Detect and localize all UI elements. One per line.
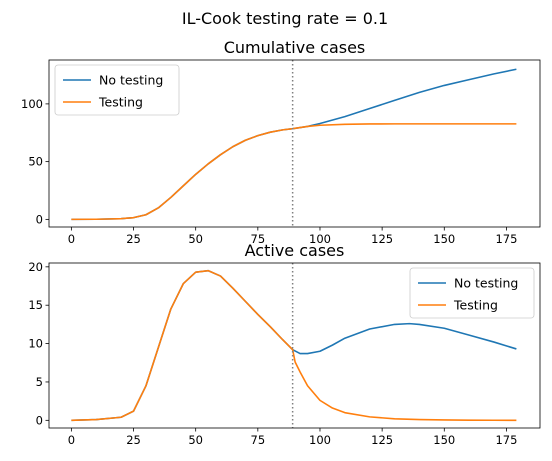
x-tick-label: 25: [126, 433, 141, 447]
subplot-title: Cumulative cases: [224, 38, 366, 57]
x-tick-label: 25: [126, 232, 141, 246]
y-tick-label: 20: [28, 260, 43, 274]
subplot-title: Active cases: [245, 241, 345, 260]
legend-label-testing: Testing: [98, 95, 143, 110]
y-tick-label: 0: [36, 413, 43, 427]
figure-title: IL-Cook testing rate = 0.1: [182, 9, 388, 28]
y-tick-label: 100: [21, 97, 43, 111]
axes-frame: [48, 59, 541, 228]
x-tick-label: 125: [371, 433, 393, 447]
x-tick-label: 100: [309, 232, 331, 246]
axes-frame: [48, 262, 541, 429]
y-tick-label: 50: [28, 155, 43, 169]
active-cases-panel: Active cases 0 25 50 75 100 125 150 175 0 5 10 15 20 N…: [28, 241, 541, 447]
y-tick-label: 0: [36, 212, 43, 226]
x-tick-label: 50: [188, 232, 203, 246]
legend-label-no-testing: No testing: [99, 73, 163, 88]
legend: No testing Testing: [409, 267, 535, 319]
x-tick-label: 150: [433, 232, 455, 246]
x-tick-label: 50: [188, 433, 203, 447]
x-tick-label: 0: [68, 232, 75, 246]
series-line-testing: [71, 123, 517, 221]
x-tick-label: 175: [495, 433, 517, 447]
legend-label-testing: Testing: [453, 298, 498, 313]
y-tick-label: 15: [28, 298, 43, 312]
cumulative-cases-panel: Cumulative cases 0 25 50 75 100 125 150 175 0 50 10…: [21, 38, 541, 246]
x-tick-label: 75: [251, 232, 266, 246]
series-line-testing: [71, 269, 517, 422]
y-tick-label: 5: [36, 375, 43, 389]
x-tick-label: 125: [371, 232, 393, 246]
x-tick-label: 100: [309, 433, 331, 447]
legend: No testing Testing: [54, 64, 180, 116]
y-tick-label: 10: [28, 337, 43, 351]
x-tick-label: 75: [251, 433, 266, 447]
x-tick-label: 175: [495, 232, 517, 246]
x-tick-label: 0: [68, 433, 75, 447]
x-tick-label: 150: [433, 433, 455, 447]
legend-label-no-testing: No testing: [454, 276, 518, 291]
